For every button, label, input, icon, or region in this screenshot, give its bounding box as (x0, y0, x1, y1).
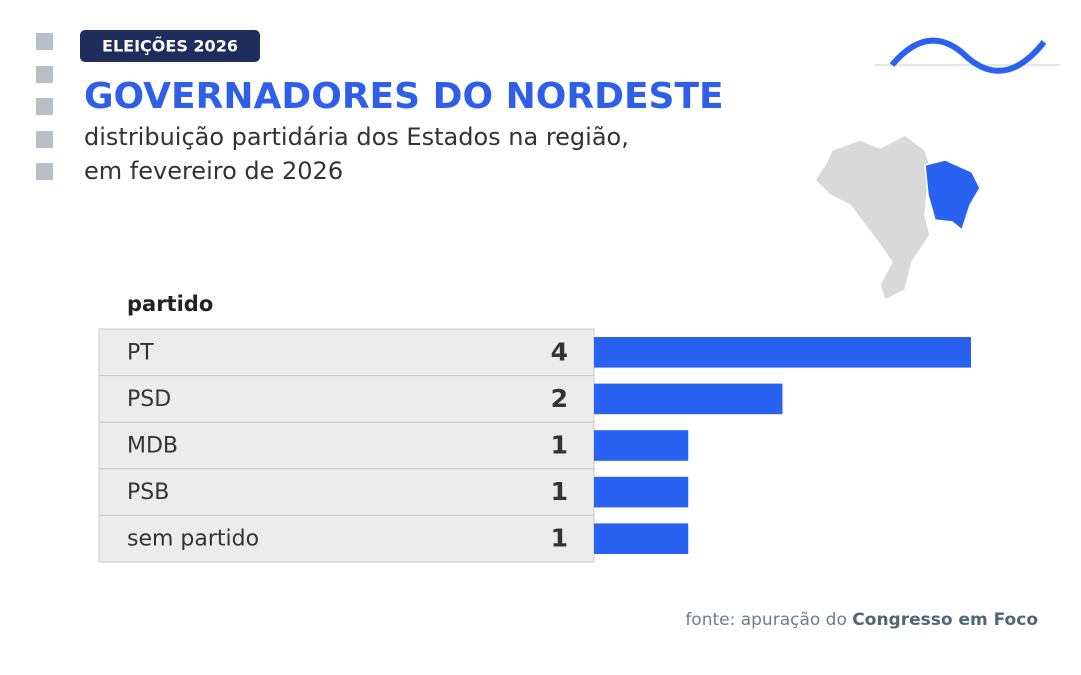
bar (594, 383, 783, 415)
column-header: partido (127, 292, 213, 316)
source-prefix: fonte: apuração do (685, 610, 847, 630)
category-label: PSD (127, 387, 171, 412)
bar (594, 337, 971, 368)
bar (594, 430, 689, 461)
subtitle: em fevereiro de 2026 (84, 157, 343, 185)
row (98, 468, 595, 516)
subtitle: distribuição partidária dos Estados na r… (84, 123, 629, 151)
tag-box (80, 30, 260, 62)
map (814, 134, 981, 302)
bar (594, 476, 689, 508)
category-label: sem partido (127, 527, 259, 552)
value-label: 1 (551, 477, 568, 506)
side-squares (36, 33, 53, 180)
bar (594, 523, 689, 554)
title: GOVERNADORES DO NORDESTE (84, 76, 724, 117)
row (98, 375, 595, 423)
source: fonte: apuração do Congresso em Foco (685, 610, 1038, 630)
category-label: MDB (127, 434, 178, 459)
category-label: PT (127, 340, 154, 365)
row (98, 328, 595, 377)
value-label: 1 (551, 431, 568, 460)
value-label: 4 (551, 337, 568, 366)
category-label: PSB (127, 480, 169, 505)
logo (889, 37, 1047, 74)
tag: ELEIÇÕES 2026 (102, 37, 238, 56)
source-name: Congresso em Foco (852, 610, 1038, 630)
row (98, 514, 595, 563)
value-label: 2 (551, 384, 568, 413)
row (98, 421, 595, 470)
value-label: 1 (551, 524, 568, 553)
